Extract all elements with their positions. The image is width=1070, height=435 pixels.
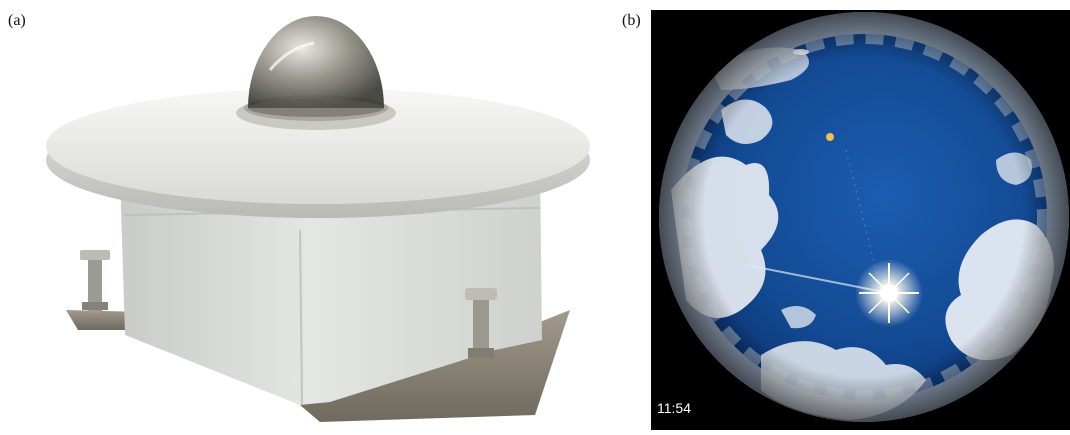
fisheye-sky-illustration <box>659 12 1069 422</box>
sunshade-disc <box>46 88 590 204</box>
timestamp-label: 11:54 <box>657 400 691 416</box>
all-sky-photo: 11:54 <box>651 10 1070 430</box>
glass-dome <box>248 16 384 108</box>
device-housing <box>120 168 542 405</box>
panel-label-a: (a) <box>8 12 26 29</box>
sky-imager-illustration <box>46 16 590 422</box>
sky-imager-photo <box>30 10 630 430</box>
panel-label-b: (b) <box>622 12 641 29</box>
right-mounting-bolt <box>465 288 497 358</box>
